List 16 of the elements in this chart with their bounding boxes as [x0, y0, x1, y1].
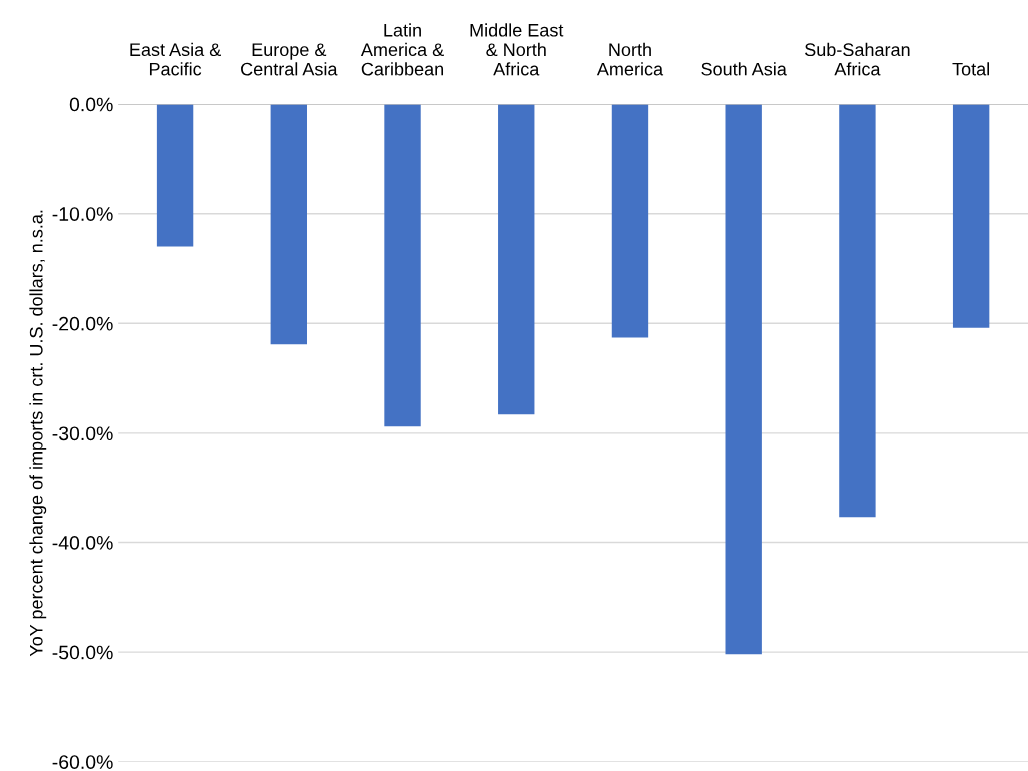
y-tick-label: -40.0%: [52, 535, 113, 550]
x-tick-label: East Asia & Pacific: [130, 42, 221, 76]
y-tick-label: -10.0%: [52, 207, 113, 221]
y-tick-label: -50.0%: [52, 645, 113, 660]
x-tick-label: Total: [952, 62, 989, 76]
x-tick-label: Latin America & Caribbean: [360, 23, 444, 76]
y-tick-label: -30.0%: [52, 426, 113, 441]
x-tick-label: North America: [596, 42, 664, 76]
y-tick-label: -60.0%: [52, 755, 113, 769]
y-axis-title: YoY percent change of imports in crt. U.S. dollars, n.s.a.: [29, 210, 47, 657]
y-tick-label: -20.0%: [52, 316, 113, 331]
x-tick-label: Sub-Saharan Africa: [805, 42, 910, 76]
x-tick-label: South Asia: [701, 62, 787, 76]
x-tick-label: Europe & Central Asia: [241, 43, 338, 76]
x-tick-label: Middle East & North Africa: [470, 23, 564, 76]
y-tick-label: 0.0%: [69, 97, 113, 112]
